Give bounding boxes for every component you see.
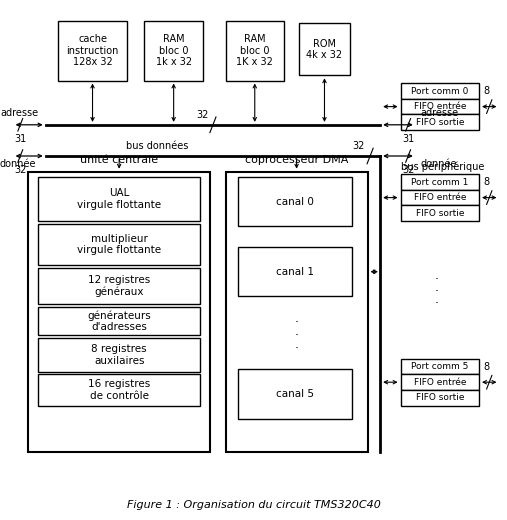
Text: adresse: adresse [421,108,459,118]
Bar [401,390,479,406]
Text: 31: 31 [14,134,26,144]
Text: 16 registres
de contrôle: 16 registres de contrôle [88,379,150,401]
Text: multiplieur
virgule flottante: multiplieur virgule flottante [77,233,161,255]
Text: FIFO entrée: FIFO entrée [414,102,466,111]
Text: 32: 32 [14,165,26,175]
Bar [238,247,352,296]
Text: Port comm 1: Port comm 1 [411,177,468,187]
Text: RAM
bloc 0
1K x 32: RAM bloc 0 1K x 32 [236,34,273,67]
Text: UAL
virgule flottante: UAL virgule flottante [77,188,161,210]
Text: Figure 1 : Organisation du circuit TMS320C40: Figure 1 : Organisation du circuit TMS32… [127,500,380,510]
Text: RAM
bloc 0
1k x 32: RAM bloc 0 1k x 32 [156,34,192,67]
Text: canal 5: canal 5 [276,389,314,399]
Text: 32: 32 [402,165,414,175]
Bar [238,369,352,419]
Text: donnée: donnée [0,159,37,168]
Text: FIFO sortie: FIFO sortie [416,118,464,127]
Text: 31: 31 [402,134,414,144]
Bar [238,177,352,226]
Bar [38,338,200,372]
Text: adresse: adresse [0,108,38,118]
Text: bus périphérique: bus périphérique [401,161,484,172]
Bar [144,21,203,81]
Text: ROM
4k x 32: ROM 4k x 32 [306,38,343,60]
Bar [28,172,210,452]
Text: 32: 32 [353,141,365,151]
Text: canal 0: canal 0 [276,197,314,206]
Text: 8: 8 [483,361,489,372]
Text: FIFO sortie: FIFO sortie [416,209,464,218]
Text: coprocesseur DMA: coprocesseur DMA [245,155,348,165]
Text: 8 registres
auxilaires: 8 registres auxilaires [91,344,147,366]
Text: ·
·
·: · · · [435,272,439,310]
Bar [38,224,200,265]
Text: bus données: bus données [126,141,189,151]
Text: canal 1: canal 1 [276,267,314,277]
Text: FIFO entrée: FIFO entrée [414,193,466,202]
Text: FIFO sortie: FIFO sortie [416,393,464,402]
Bar [38,177,200,221]
Bar [226,21,284,81]
Bar [38,374,200,406]
Bar [299,23,350,75]
Text: 8: 8 [483,86,489,96]
Text: unité centrale: unité centrale [80,155,158,165]
Text: FIFO entrée: FIFO entrée [414,378,466,387]
Bar [401,205,479,221]
Bar [38,268,200,304]
Bar [38,307,200,335]
Bar [401,174,479,190]
Text: Port comm 5: Port comm 5 [411,362,468,371]
Text: Port comm 0: Port comm 0 [411,86,468,96]
Text: ·
·
·: · · · [295,316,299,355]
Text: cache
instruction
128x 32: cache instruction 128x 32 [66,34,119,67]
Bar [58,21,127,81]
Bar [226,172,368,452]
Bar [401,190,479,205]
Bar [401,359,479,374]
Bar [401,83,479,99]
Text: 8: 8 [483,177,489,187]
Bar [401,114,479,130]
Bar [401,374,479,390]
Bar [401,99,479,114]
Text: 12 registres
généraux: 12 registres généraux [88,275,150,297]
Text: générateurs
d'adresses: générateurs d'adresses [87,310,151,332]
Text: donnée: donnée [421,159,457,168]
Text: 32: 32 [197,110,209,120]
